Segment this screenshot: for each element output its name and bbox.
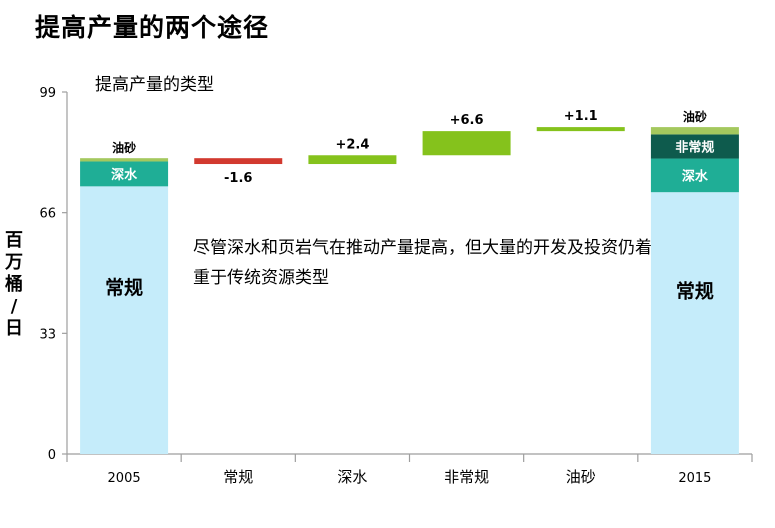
stack-segment-oilsands bbox=[650, 127, 739, 135]
y-axis-label: 百万桶 / 日 bbox=[5, 230, 23, 339]
segment-label: 非常规 bbox=[675, 139, 714, 155]
segment-label: 常规 bbox=[105, 276, 143, 299]
change-label: +6.6 bbox=[450, 113, 484, 128]
x-tick-label: 深水 bbox=[337, 468, 367, 486]
segment-label: 常规 bbox=[676, 280, 714, 303]
page-title: 提高产量的两个途径 bbox=[35, 13, 270, 42]
stack-segment-unconventional bbox=[650, 134, 739, 159]
stack-segment-conventional bbox=[650, 192, 739, 455]
change-label: +1.1 bbox=[564, 109, 598, 124]
y-tick-label: 33 bbox=[39, 327, 56, 342]
x-tick-label: 2005 bbox=[108, 471, 141, 486]
x-tick-label: 油砂 bbox=[566, 468, 596, 486]
increase-bar bbox=[536, 127, 625, 132]
change-label: +2.4 bbox=[335, 137, 369, 152]
stack-segment-deepwater bbox=[80, 161, 169, 187]
chart-subtitle: 提高产量的类型 bbox=[95, 75, 214, 95]
x-tick-label: 2015 bbox=[678, 471, 711, 486]
increase-bar bbox=[422, 131, 511, 156]
y-tick-label: 66 bbox=[39, 207, 56, 222]
change-label: -1.6 bbox=[224, 171, 252, 186]
chart-annotation: 尽管深水和页岩气在推动产量提高，但大量的开发及投资仍着重于传统资源类型 bbox=[193, 238, 652, 288]
stack-segment-oilsands bbox=[80, 158, 169, 162]
decrease-bar bbox=[194, 158, 283, 165]
x-tick-label: 常规 bbox=[223, 468, 253, 486]
stack-segment-conventional bbox=[80, 186, 169, 454]
y-tick-label: 99 bbox=[39, 86, 56, 101]
segment-label: 油砂 bbox=[683, 109, 707, 124]
segment-label: 深水 bbox=[111, 167, 138, 183]
segment-label: 油砂 bbox=[112, 140, 136, 155]
x-tick-label: 非常规 bbox=[444, 468, 489, 486]
increase-bar bbox=[308, 155, 397, 165]
segment-label: 深水 bbox=[682, 168, 709, 184]
stack-segment-deepwater bbox=[650, 158, 739, 193]
y-tick-label: 0 bbox=[48, 448, 56, 463]
